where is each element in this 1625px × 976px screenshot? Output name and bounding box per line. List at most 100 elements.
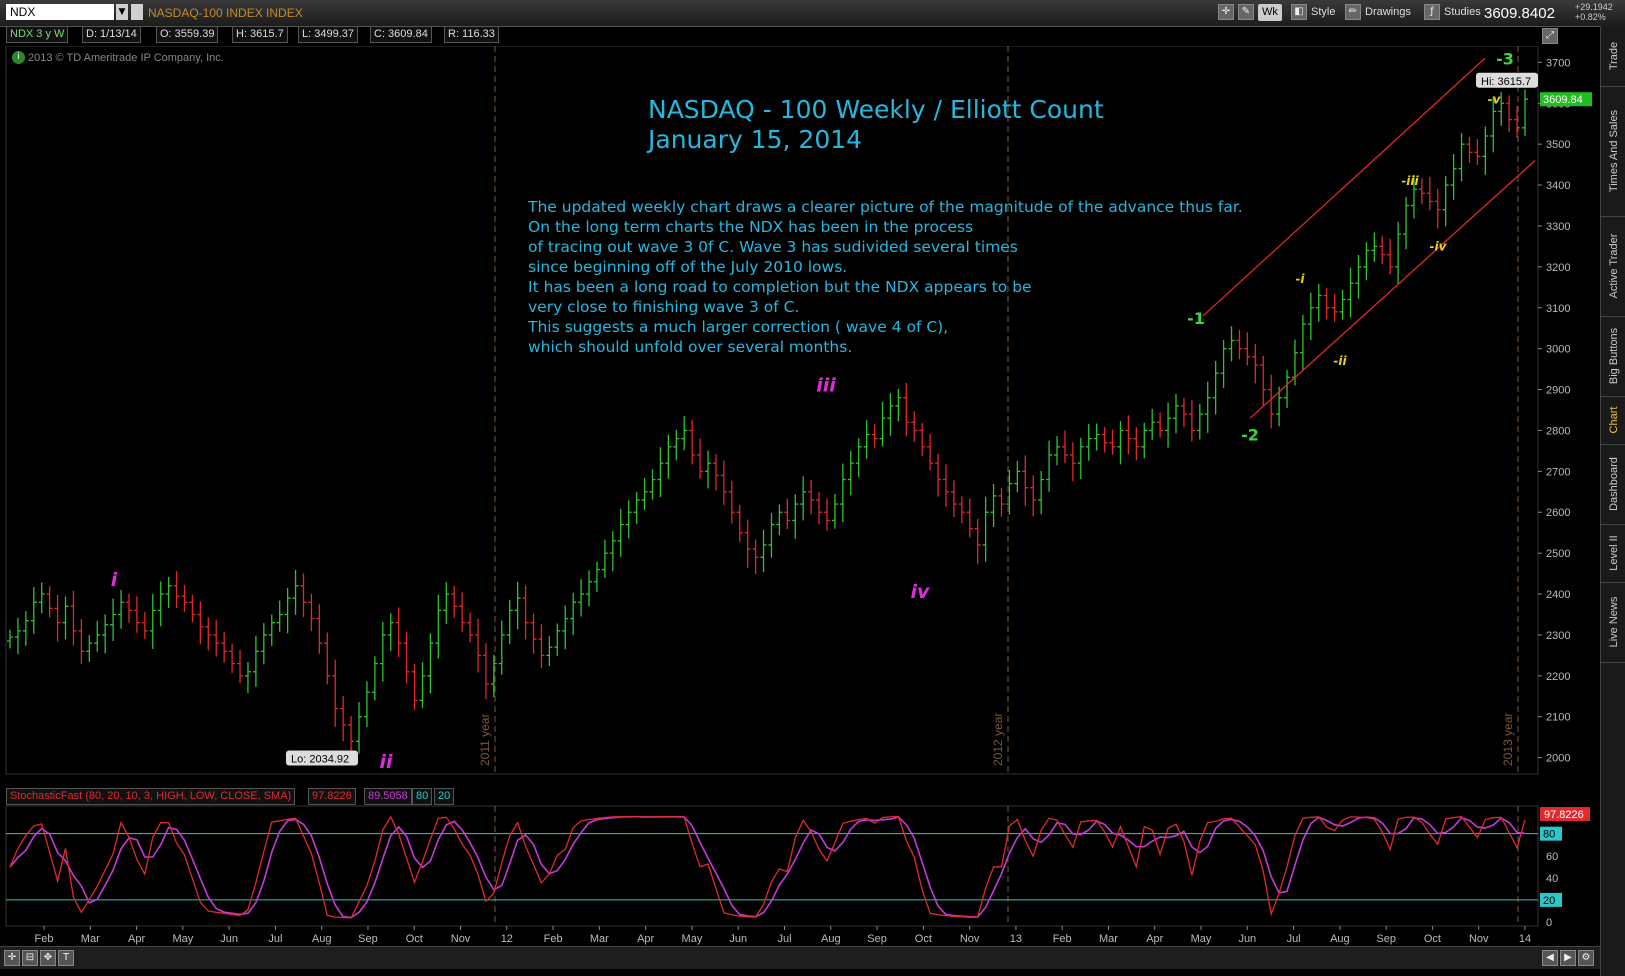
- wrench-icon[interactable]: ✎: [1238, 4, 1254, 20]
- stoch-y-tick-label: 40: [1546, 873, 1558, 885]
- text-tool-icon[interactable]: T: [58, 950, 74, 966]
- price-bar: [213, 619, 220, 657]
- price-bar: [1172, 394, 1179, 434]
- last-price-tag: 3609.84: [1540, 92, 1592, 107]
- price-bar: [165, 576, 172, 608]
- price-bar: [514, 581, 521, 630]
- price-bar: [1284, 369, 1291, 408]
- stochastic-k-line: [9, 815, 1526, 919]
- x-tick-label: Apr: [1146, 933, 1163, 945]
- sidetab-dashboard[interactable]: Dashboard: [1601, 444, 1625, 525]
- price-bar: [831, 493, 838, 529]
- drawings-menu[interactable]: Drawings: [1365, 6, 1411, 18]
- elliott-wave-label: i: [111, 569, 118, 591]
- price-bar: [665, 434, 672, 479]
- sidetab-big-buttons[interactable]: Big Buttons: [1601, 316, 1625, 397]
- expand-icon[interactable]: ⤢: [1542, 28, 1558, 44]
- price-bar: [855, 438, 862, 478]
- sidetab-active-trader[interactable]: Active Trader: [1601, 216, 1625, 317]
- style-icon[interactable]: ◧: [1291, 4, 1307, 20]
- x-tick-label: 13: [1010, 933, 1022, 945]
- x-tick-label: Sep: [867, 933, 887, 945]
- sidetab-times-and-sales[interactable]: Times And Sales: [1601, 86, 1625, 217]
- pencil-icon[interactable]: ✏: [1345, 4, 1361, 20]
- price-bar: [1069, 442, 1076, 482]
- price-bar: [94, 621, 101, 652]
- price-bar: [657, 447, 664, 498]
- price-bar: [459, 592, 466, 633]
- price-bar: [1403, 196, 1410, 250]
- price-bar: [490, 654, 497, 698]
- info-icon[interactable]: i: [12, 51, 25, 64]
- x-tick-label: Apr: [637, 933, 654, 945]
- price-bar: [609, 531, 616, 572]
- price-bar: [292, 569, 299, 615]
- symbol-dropdown-icon[interactable]: ▼: [116, 4, 128, 20]
- price-bar: [1434, 188, 1441, 229]
- price-bar: [30, 587, 37, 634]
- channel-upper-line: [1202, 57, 1486, 317]
- sidetab-level-ii[interactable]: Level II: [1601, 524, 1625, 583]
- symbol-lookup-icon[interactable]: [131, 4, 143, 20]
- x-tick-label: Aug: [821, 933, 841, 945]
- x-tick-label: Oct: [915, 933, 932, 945]
- zoom-in-icon[interactable]: ✛: [4, 950, 20, 966]
- price-bar: [110, 598, 117, 642]
- price-bar: [118, 589, 125, 629]
- stochastic-d-line: [9, 815, 1526, 919]
- scroll-right-icon[interactable]: ▶: [1560, 950, 1576, 966]
- x-tick-label: May: [172, 933, 193, 945]
- price-bar: [871, 423, 878, 449]
- price-bar: [562, 605, 569, 650]
- y-tick-label: 3100: [1546, 303, 1570, 315]
- style-menu[interactable]: Style: [1311, 6, 1336, 18]
- studies-menu[interactable]: Studies: [1444, 6, 1481, 18]
- stochastic-label[interactable]: StochasticFast (80, 20, 10, 3, HIGH, LOW…: [6, 788, 296, 805]
- price-bar: [371, 656, 378, 701]
- studies-icon[interactable]: ƒ: [1424, 4, 1440, 20]
- price-bar: [1180, 397, 1187, 428]
- price-chart[interactable]: 2011 year 2012 year 2013 year 2000 2100 2200…: [0, 46, 1600, 946]
- price-bar: [1331, 294, 1338, 322]
- timeframe-button[interactable]: Wk: [1258, 4, 1282, 21]
- price-bar: [70, 590, 77, 646]
- settings-icon[interactable]: ⚙: [1578, 950, 1594, 966]
- last-price: 3609.8402: [1484, 5, 1555, 22]
- crosshair-icon[interactable]: ✛: [1218, 4, 1234, 20]
- stoch-y-tick-label: 0: [1546, 917, 1552, 929]
- price-bar: [1085, 423, 1092, 461]
- top-toolbar: NDX ▼ NASDAQ-100 INDEX INDEX ✛ ✎ Wk ◧ St…: [0, 0, 1625, 27]
- price-bar: [7, 629, 13, 649]
- stochastic-d-value: 89.5058: [364, 788, 412, 805]
- pan-icon[interactable]: ✥: [40, 950, 56, 966]
- scroll-left-icon[interactable]: ◀: [1542, 950, 1558, 966]
- overbought-value: 80: [412, 788, 433, 805]
- zoom-out-icon[interactable]: ⊟: [22, 950, 38, 966]
- price-bar: [649, 469, 656, 500]
- sidetab-live-news[interactable]: Live News: [1601, 582, 1625, 663]
- symbol-input[interactable]: NDX: [6, 4, 114, 20]
- price-bar: [1482, 126, 1489, 175]
- chart-commentary: The updated weekly chart draws a clearer…: [528, 197, 1243, 357]
- price-bar: [102, 614, 109, 654]
- overbought-tag: 80: [1540, 826, 1562, 841]
- price-bar: [689, 419, 696, 465]
- price-bar: [1077, 437, 1084, 480]
- price-bar: [1450, 153, 1457, 200]
- sidetab-trade[interactable]: Trade: [1601, 26, 1625, 87]
- price-bar: [752, 539, 759, 575]
- series-label: NDX 3 y W: [6, 26, 69, 43]
- price-bar: [1236, 329, 1243, 360]
- channel-lower-line: [1249, 160, 1536, 419]
- stochastic-k-tag-text: 97.8226: [1544, 809, 1584, 821]
- stoch-y-tick-label: 60: [1546, 851, 1558, 863]
- price-bar: [1038, 470, 1045, 515]
- y-tick-label: 3200: [1546, 262, 1570, 274]
- price-bar: [276, 600, 283, 632]
- y-tick-label: 3000: [1546, 344, 1570, 356]
- price-bar: [46, 586, 53, 618]
- price-bar: [1117, 421, 1124, 465]
- x-tick-label: Jun: [729, 933, 747, 945]
- sidetab-chart[interactable]: Chart: [1601, 396, 1625, 445]
- y-tick-label: 2700: [1546, 466, 1570, 478]
